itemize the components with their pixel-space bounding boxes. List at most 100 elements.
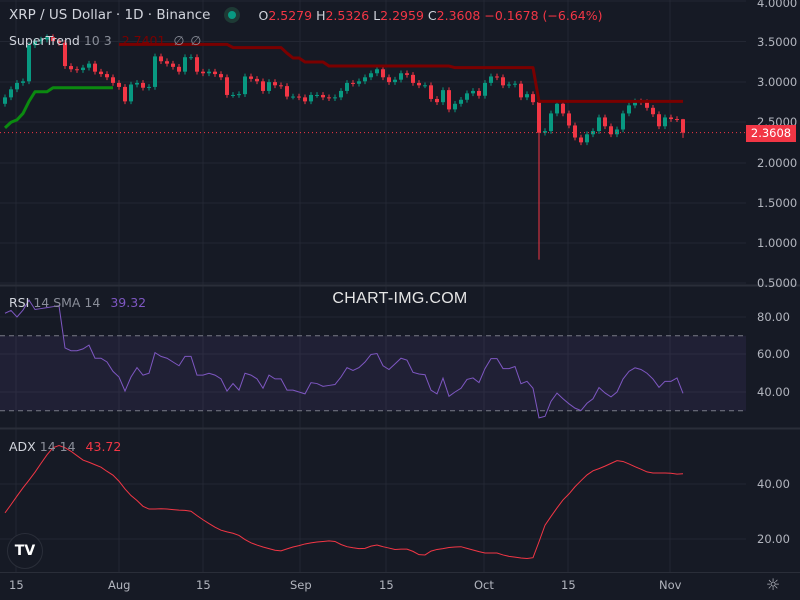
candle-body — [657, 114, 661, 127]
candle-body — [21, 81, 25, 83]
candle-body — [189, 57, 193, 59]
adx-tick: 20.00 — [757, 532, 790, 546]
open-label: O — [258, 7, 269, 23]
candle-body — [327, 97, 331, 99]
gear-icon[interactable]: ☼ — [765, 575, 781, 594]
candle-body — [225, 77, 229, 95]
low-label: L — [373, 7, 381, 23]
adx-tick: 40.00 — [757, 477, 790, 491]
price-tick: 1.5000 — [757, 196, 797, 210]
candle-body — [3, 97, 7, 104]
candle-body — [369, 73, 373, 78]
candle-body — [609, 126, 613, 135]
price-tick: 1.0000 — [757, 236, 797, 250]
candle-body — [141, 82, 145, 88]
candles — [0, 34, 746, 260]
candle-body — [447, 90, 451, 110]
rsi-pane — [4, 299, 684, 419]
candle-body — [513, 83, 517, 85]
candle-body — [297, 96, 301, 98]
price-tick: 3.0000 — [757, 75, 797, 89]
candle-body — [105, 74, 109, 78]
candle-body — [171, 63, 175, 67]
candle-body — [483, 82, 487, 96]
candle-body — [471, 90, 475, 94]
rsi-name: RSI — [9, 295, 30, 310]
candle-body — [411, 74, 415, 83]
candle-body — [69, 66, 73, 70]
candle-body — [273, 82, 277, 86]
candle-body — [267, 82, 271, 91]
candle-body — [621, 113, 625, 130]
adx-legend[interactable]: ADX 14 14 43.72 — [9, 439, 121, 454]
candle-body — [27, 45, 31, 82]
rsi-line — [4, 299, 684, 419]
candle-body — [279, 85, 283, 87]
candle-body — [93, 63, 97, 72]
price-tick: 0.5000 — [757, 276, 797, 290]
candle-body — [603, 117, 607, 127]
candle-body — [255, 78, 259, 82]
tradingview-logo-icon[interactable]: TV — [7, 533, 43, 569]
low-value: 2.2959 — [380, 7, 424, 23]
candle-body — [669, 117, 673, 120]
grid — [0, 0, 800, 573]
candle-body — [579, 137, 583, 143]
rsi-params: 14 SMA 14 — [33, 295, 101, 310]
candle-body — [477, 90, 481, 96]
rsi-legend[interactable]: RSI 14 SMA 14 39.32 — [9, 295, 146, 310]
supertrend-legend[interactable]: SuperTrend 10 3 2.7401 ∅ ∅ — [9, 33, 201, 48]
rsi-tick: 60.00 — [757, 347, 790, 361]
candle-body — [441, 90, 445, 103]
candle-body — [465, 93, 469, 100]
market-status-icon — [224, 7, 241, 23]
candle-body — [129, 84, 133, 102]
candle-body — [33, 41, 37, 46]
candle-body — [393, 79, 397, 83]
candle-body — [351, 82, 355, 84]
adx-pane — [4, 444, 684, 560]
date-tick: 15 — [9, 578, 24, 592]
date-tick: Nov — [659, 578, 682, 592]
high-label: H — [316, 7, 326, 23]
candle-body — [357, 81, 361, 84]
candle-body — [75, 69, 79, 71]
candle-body — [333, 97, 337, 99]
rsi-value: 39.32 — [110, 295, 147, 310]
candle-body — [375, 69, 379, 74]
candle-body — [489, 76, 493, 83]
ohlc-values: O2.5279 H2.5326 L2.2959 C2.3608 −0.1678 … — [258, 8, 602, 23]
adx-name: ADX — [9, 439, 36, 454]
candle-body — [309, 94, 313, 102]
date-tick: 15 — [196, 578, 211, 592]
candle-body — [213, 71, 217, 75]
candle-body — [633, 101, 637, 106]
adx-value: 43.72 — [85, 439, 122, 454]
close-value: 2.3608 — [436, 7, 481, 23]
candle-body — [561, 103, 565, 114]
date-tick: 15 — [379, 578, 394, 592]
candle-body — [507, 84, 511, 86]
candle-body — [405, 73, 409, 75]
candle-body — [597, 117, 601, 132]
candle-body — [663, 117, 667, 127]
candle-body — [345, 82, 349, 91]
candle-body — [645, 102, 649, 108]
candle-body — [57, 41, 61, 43]
supertrend-value: 2.7401 — [121, 33, 166, 48]
candle-body — [519, 83, 523, 98]
candle-body — [261, 81, 265, 91]
candle-body — [573, 125, 577, 138]
candle-body — [249, 76, 253, 79]
symbol-legend: XRP / US Dollar · 1D · Binance O2.5279 H… — [9, 7, 603, 23]
change-value: −0.1678 (−6.64%) — [484, 7, 603, 23]
symbol-title[interactable]: XRP / US Dollar · 1D · Binance — [9, 7, 211, 23]
date-tick: 15 — [561, 578, 576, 592]
candle-body — [453, 103, 457, 110]
current-price-label: 2.3608 — [746, 125, 796, 142]
candle-body — [567, 113, 571, 126]
date-tick: Aug — [108, 578, 130, 592]
candle-body — [39, 39, 43, 42]
candle-body — [423, 85, 427, 87]
